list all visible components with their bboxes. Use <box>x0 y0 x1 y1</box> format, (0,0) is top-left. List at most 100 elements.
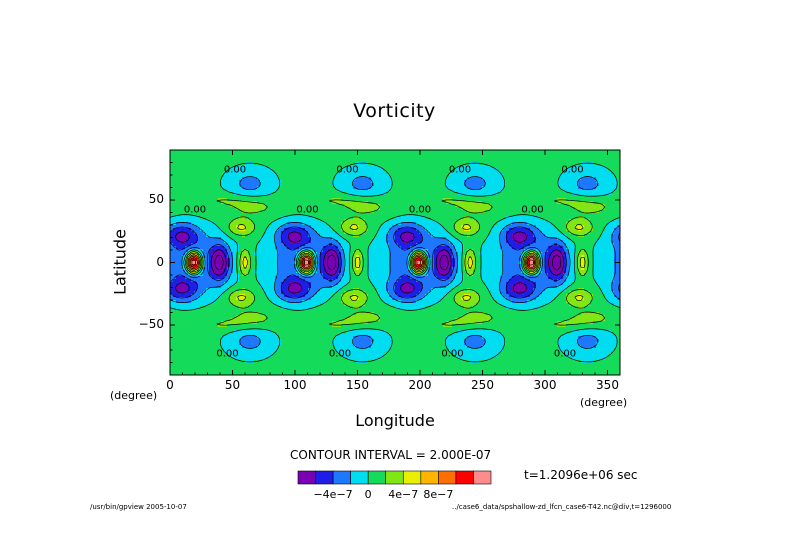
field-cell <box>344 180 348 184</box>
field-cell <box>362 186 366 190</box>
field-cell <box>272 234 276 238</box>
field-cell <box>590 204 594 208</box>
field-cell <box>584 189 588 193</box>
field-cell <box>425 234 429 238</box>
field-cell <box>491 219 495 223</box>
field-cell <box>362 222 366 226</box>
field-cell <box>359 153 363 157</box>
field-cell <box>191 171 195 175</box>
field-cell <box>203 192 207 196</box>
field-cell <box>272 153 276 157</box>
field-cell <box>575 198 579 202</box>
field-cell <box>209 234 213 238</box>
field-cell <box>248 216 252 220</box>
field-cell <box>224 192 228 196</box>
field-cell <box>341 207 345 211</box>
field-cell <box>350 201 354 205</box>
field-cell <box>413 222 417 226</box>
field-cell <box>293 222 297 226</box>
field-cell <box>608 174 612 178</box>
field-cell <box>320 171 324 175</box>
field-cell <box>296 174 300 178</box>
field-cell <box>350 165 354 169</box>
field-cell <box>272 183 276 187</box>
field-cell <box>533 192 537 196</box>
field-cell <box>428 201 432 205</box>
field-cell <box>359 204 363 208</box>
field-cell <box>248 210 252 214</box>
field-cell <box>599 174 603 178</box>
field-cell <box>446 153 450 157</box>
field-cell <box>362 189 366 193</box>
field-cell <box>524 201 528 205</box>
field-cell <box>449 189 453 193</box>
field-cell <box>494 186 498 190</box>
field-cell <box>188 192 192 196</box>
field-cell <box>515 183 519 187</box>
field-cell <box>338 171 342 175</box>
field-cell <box>428 198 432 202</box>
field-cell <box>359 168 363 172</box>
field-cell <box>530 186 534 190</box>
field-cell <box>269 162 273 166</box>
field-cell <box>593 231 597 235</box>
field-cell <box>602 180 606 184</box>
field-cell <box>557 195 561 199</box>
field-cell <box>275 228 279 232</box>
field-cell <box>362 183 366 187</box>
field-cell <box>305 156 309 160</box>
field-cell <box>224 168 228 172</box>
field-cell <box>212 192 216 196</box>
field-cell <box>179 153 183 157</box>
field-cell <box>353 204 357 208</box>
field-cell <box>386 165 390 169</box>
field-cell <box>572 177 576 181</box>
field-cell <box>326 162 330 166</box>
field-cell <box>611 225 615 229</box>
field-cell <box>617 165 620 169</box>
field-cell <box>530 210 534 214</box>
field-cell <box>311 192 315 196</box>
field-cell <box>536 231 540 235</box>
field-cell <box>494 210 498 214</box>
field-cell <box>431 153 435 157</box>
field-cell <box>284 198 288 202</box>
field-cell <box>293 192 297 196</box>
field-cell <box>197 150 201 154</box>
field-cell <box>407 174 411 178</box>
field-cell <box>569 150 573 154</box>
field-cell <box>548 162 552 166</box>
field-cell <box>614 201 618 205</box>
field-cell <box>497 180 501 184</box>
field-cell <box>416 231 420 235</box>
field-cell <box>422 231 426 235</box>
field-cell <box>398 183 402 187</box>
field-cell <box>617 219 620 223</box>
field-cell <box>374 165 378 169</box>
field-cell <box>449 210 453 214</box>
field-cell <box>611 201 615 205</box>
field-cell <box>386 201 390 205</box>
field-cell <box>527 210 531 214</box>
field-cell <box>176 156 180 160</box>
field-cell <box>470 210 474 214</box>
field-cell <box>203 189 207 193</box>
field-cell <box>527 171 531 175</box>
field-cell <box>422 183 426 187</box>
field-cell <box>386 219 390 223</box>
field-cell <box>248 213 252 217</box>
field-cell <box>221 165 225 169</box>
field-cell <box>506 150 510 154</box>
field-cell <box>398 207 402 211</box>
field-cell <box>485 150 489 154</box>
field-cell <box>587 204 591 208</box>
field-cell <box>575 159 579 163</box>
field-cell <box>383 216 387 220</box>
field-cell <box>431 162 435 166</box>
field-cell <box>371 153 375 157</box>
field-cell <box>428 183 432 187</box>
field-cell <box>338 150 342 154</box>
field-cell <box>533 216 537 220</box>
field-cell <box>341 168 345 172</box>
field-cell <box>269 216 273 220</box>
